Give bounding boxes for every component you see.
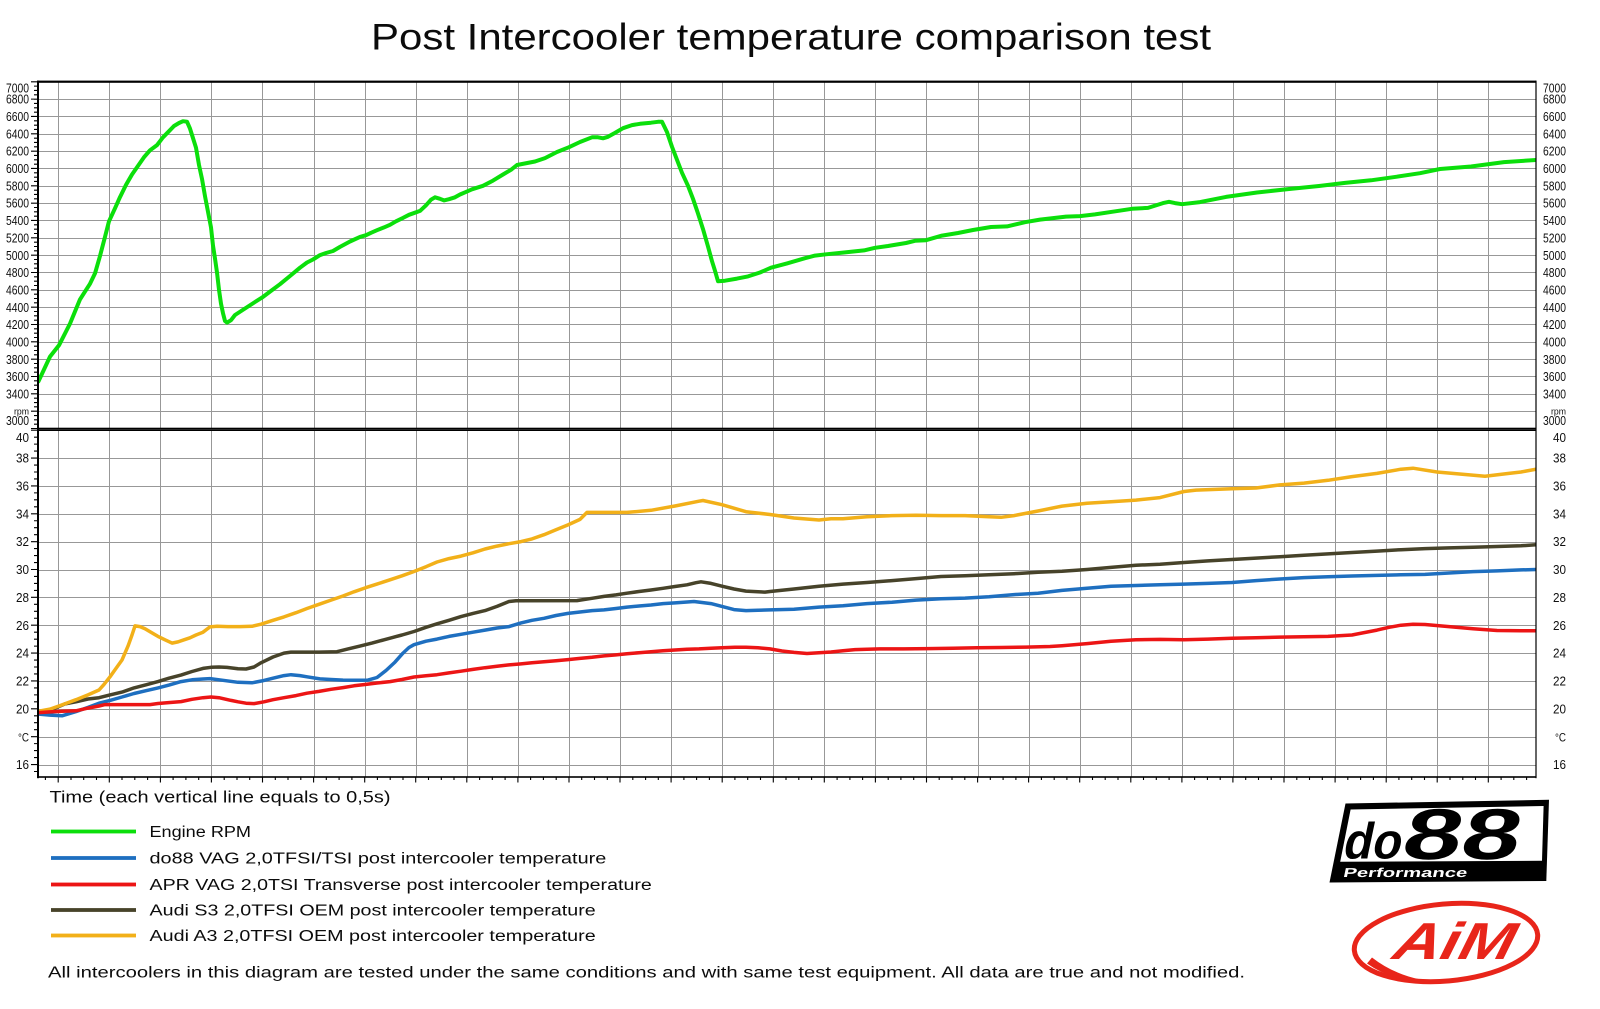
svg-text:26: 26 bbox=[1553, 618, 1566, 633]
svg-text:rpm: rpm bbox=[14, 406, 29, 417]
svg-text:3400: 3400 bbox=[6, 386, 29, 401]
svg-text:36: 36 bbox=[1553, 479, 1566, 494]
svg-text:40: 40 bbox=[1553, 430, 1566, 445]
svg-text:Audi A3 2,0TFSI OEM post inter: Audi A3 2,0TFSI OEM post intercooler tem… bbox=[150, 928, 596, 945]
svg-text:3400: 3400 bbox=[1543, 386, 1566, 401]
svg-text:3600: 3600 bbox=[1543, 369, 1566, 384]
svg-text:do88 VAG 2,0TFSI/TSI post inte: do88 VAG 2,0TFSI/TSI post intercooler te… bbox=[150, 851, 607, 868]
svg-text:3000: 3000 bbox=[6, 413, 29, 428]
svg-text:38: 38 bbox=[16, 451, 29, 466]
svg-text:22: 22 bbox=[1553, 674, 1566, 689]
svg-text:6000: 6000 bbox=[1543, 161, 1566, 176]
svg-text:38: 38 bbox=[1553, 451, 1566, 466]
svg-text:4600: 4600 bbox=[1543, 282, 1566, 297]
svg-text:40: 40 bbox=[16, 430, 29, 445]
svg-text:do: do bbox=[1339, 812, 1409, 869]
svg-text:°C: °C bbox=[18, 730, 29, 744]
svg-text:34: 34 bbox=[1553, 506, 1566, 521]
svg-text:28: 28 bbox=[1553, 590, 1566, 605]
svg-text:4200: 4200 bbox=[1543, 317, 1566, 332]
svg-text:5200: 5200 bbox=[1543, 230, 1566, 245]
svg-text:5000: 5000 bbox=[1543, 248, 1566, 263]
svg-text:3600: 3600 bbox=[6, 369, 29, 384]
svg-text:20: 20 bbox=[1553, 701, 1566, 716]
svg-text:22: 22 bbox=[16, 674, 29, 689]
svg-text:4200: 4200 bbox=[6, 317, 29, 332]
svg-text:6800: 6800 bbox=[6, 92, 29, 107]
svg-text:Audi S3 2,0TFSI OEM post inter: Audi S3 2,0TFSI OEM post intercooler tem… bbox=[150, 903, 596, 920]
svg-text:20: 20 bbox=[16, 701, 29, 716]
svg-text:6400: 6400 bbox=[6, 126, 29, 141]
svg-text:3800: 3800 bbox=[6, 352, 29, 367]
svg-text:3000: 3000 bbox=[1543, 413, 1566, 428]
svg-text:°C: °C bbox=[1555, 730, 1566, 744]
svg-text:5000: 5000 bbox=[6, 248, 29, 263]
svg-text:5800: 5800 bbox=[1543, 178, 1566, 193]
svg-text:Engine RPM: Engine RPM bbox=[150, 824, 252, 841]
svg-text:32: 32 bbox=[1553, 534, 1566, 549]
svg-text:Post Intercooler temperature c: Post Intercooler temperature comparison … bbox=[371, 16, 1212, 58]
svg-text:7000: 7000 bbox=[1543, 80, 1566, 95]
svg-text:4000: 4000 bbox=[1543, 334, 1566, 349]
svg-text:6600: 6600 bbox=[1543, 109, 1566, 124]
svg-text:5400: 5400 bbox=[6, 213, 29, 228]
svg-text:30: 30 bbox=[16, 562, 29, 577]
svg-text:7000: 7000 bbox=[6, 80, 29, 95]
svg-text:Performance: Performance bbox=[1342, 865, 1469, 880]
svg-text:24: 24 bbox=[1553, 646, 1566, 661]
svg-text:AiM: AiM bbox=[1385, 913, 1523, 971]
svg-text:28: 28 bbox=[16, 590, 29, 605]
svg-text:34: 34 bbox=[16, 506, 29, 521]
svg-text:16: 16 bbox=[1553, 757, 1566, 772]
svg-text:4400: 4400 bbox=[1543, 300, 1566, 315]
svg-text:4800: 4800 bbox=[6, 265, 29, 280]
svg-text:4000: 4000 bbox=[6, 334, 29, 349]
svg-text:4400: 4400 bbox=[6, 300, 29, 315]
svg-text:6600: 6600 bbox=[6, 109, 29, 124]
svg-text:4600: 4600 bbox=[6, 282, 29, 297]
svg-text:All intercoolers in this diagr: All intercoolers in this diagram are tes… bbox=[48, 965, 1245, 982]
svg-text:Time (each vertical line equal: Time (each vertical line equals to 0,5s) bbox=[50, 788, 391, 807]
svg-text:6200: 6200 bbox=[6, 144, 29, 159]
svg-text:88: 88 bbox=[1396, 795, 1530, 875]
svg-text:24: 24 bbox=[16, 646, 29, 661]
svg-text:6200: 6200 bbox=[1543, 144, 1566, 159]
svg-text:5600: 5600 bbox=[1543, 196, 1566, 211]
svg-text:5200: 5200 bbox=[6, 230, 29, 245]
svg-text:6000: 6000 bbox=[6, 161, 29, 176]
svg-text:36: 36 bbox=[16, 479, 29, 494]
svg-text:4800: 4800 bbox=[1543, 265, 1566, 280]
svg-text:5400: 5400 bbox=[1543, 213, 1566, 228]
svg-text:3800: 3800 bbox=[1543, 352, 1566, 367]
svg-text:6800: 6800 bbox=[1543, 92, 1566, 107]
svg-text:26: 26 bbox=[16, 618, 29, 633]
svg-text:16: 16 bbox=[16, 757, 29, 772]
svg-text:32: 32 bbox=[16, 534, 29, 549]
svg-text:6400: 6400 bbox=[1543, 126, 1566, 141]
svg-text:rpm: rpm bbox=[1551, 406, 1566, 417]
svg-text:5600: 5600 bbox=[6, 196, 29, 211]
svg-text:30: 30 bbox=[1553, 562, 1566, 577]
svg-text:APR VAG 2,0TSI Transverse post: APR VAG 2,0TSI Transverse post intercool… bbox=[150, 877, 652, 894]
svg-text:5800: 5800 bbox=[6, 178, 29, 193]
